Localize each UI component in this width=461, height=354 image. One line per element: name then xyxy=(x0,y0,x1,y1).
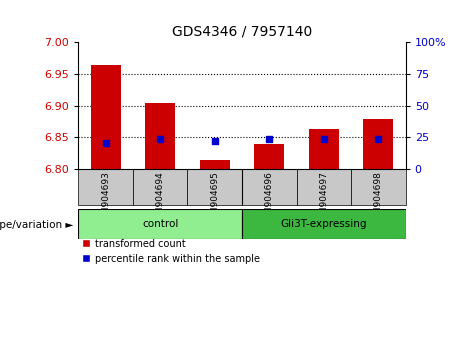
Point xyxy=(375,137,382,142)
Bar xyxy=(78,209,242,239)
Bar xyxy=(351,169,406,205)
Bar xyxy=(188,169,242,205)
Text: GSM904694: GSM904694 xyxy=(156,171,165,226)
Bar xyxy=(133,169,188,205)
Text: Gli3T-expressing: Gli3T-expressing xyxy=(281,219,367,229)
Text: control: control xyxy=(142,219,178,229)
Bar xyxy=(78,169,133,205)
Bar xyxy=(309,129,339,169)
Point xyxy=(211,138,219,144)
Text: GSM904697: GSM904697 xyxy=(319,171,328,226)
Bar xyxy=(242,169,296,205)
Title: GDS4346 / 7957140: GDS4346 / 7957140 xyxy=(172,24,312,39)
Point xyxy=(157,137,164,142)
Text: GSM904693: GSM904693 xyxy=(101,171,110,226)
Text: GSM904696: GSM904696 xyxy=(265,171,274,226)
Text: GSM904695: GSM904695 xyxy=(210,171,219,226)
Point xyxy=(266,137,273,142)
Bar xyxy=(200,160,230,169)
Bar xyxy=(91,65,121,169)
Point xyxy=(102,140,109,145)
Point xyxy=(320,137,327,142)
Text: GSM904698: GSM904698 xyxy=(374,171,383,226)
Bar xyxy=(296,169,351,205)
Bar xyxy=(242,209,406,239)
Bar xyxy=(363,119,393,169)
Legend: transformed count, percentile rank within the sample: transformed count, percentile rank withi… xyxy=(79,235,264,268)
Bar xyxy=(145,103,175,169)
Bar xyxy=(254,144,284,169)
Text: genotype/variation ►: genotype/variation ► xyxy=(0,220,74,230)
